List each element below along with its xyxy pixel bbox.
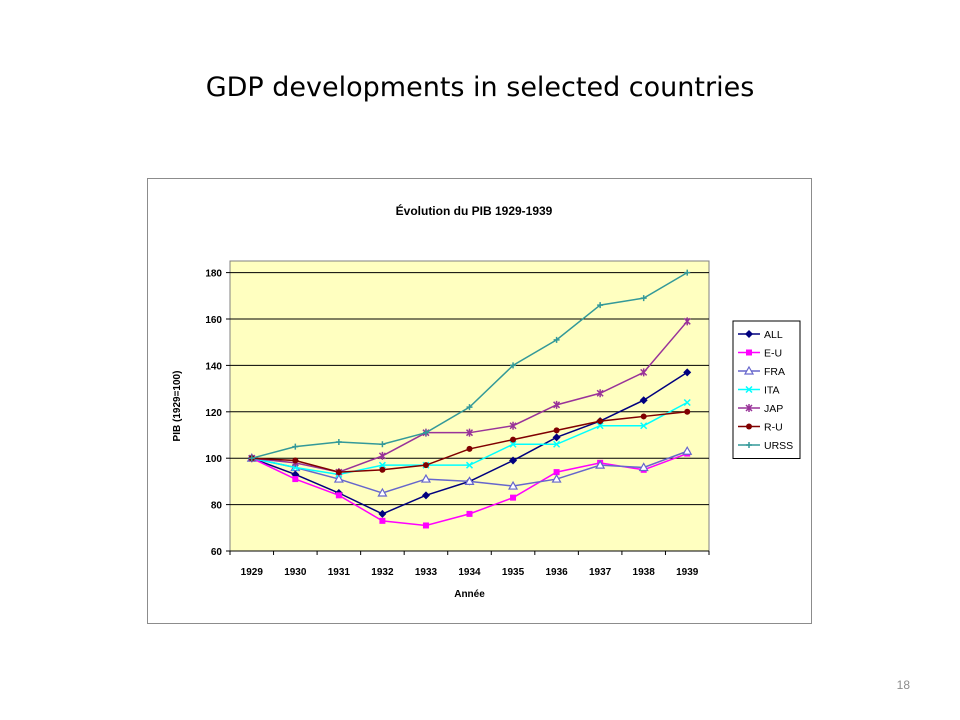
data-point-ita [745,385,753,394]
data-point-jap [465,428,474,437]
legend-label-all: ALL [764,329,783,341]
data-point-r-u [597,418,604,425]
data-point-jap [553,400,561,409]
x-tick-label: 1938 [633,567,656,578]
data-point-urss [746,442,752,448]
data-point-urss [422,429,429,436]
data-point-all [745,330,753,338]
data-point-urss [640,295,647,302]
data-point-e-u [379,517,386,524]
chart-frame: Évolution du PIB 1929-1939 60 80 100 120 140… [147,178,812,624]
data-point-jap [640,368,648,377]
data-point-fra [508,480,519,490]
data-point-jap [509,421,517,430]
data-point-fra [420,473,431,483]
data-point-r-u [379,466,386,473]
gdp-line-chart: Évolution du PIB 1929-1939 60 80 100 120 140… [172,203,801,600]
data-point-urss [335,438,342,445]
data-point-ita [640,422,648,430]
data-point-urss [510,362,517,369]
y-tick-label: 80 [211,501,223,512]
x-tick-label: 1933 [415,567,438,578]
data-point-urss [553,336,560,343]
data-point-all [421,491,430,500]
slide-number: 18 [896,678,910,692]
data-point-fra [464,476,475,485]
data-point-jap [378,451,386,460]
x-tick-label: 1931 [328,567,351,578]
data-point-fra [638,462,649,472]
legend-label-urss: URSS [764,440,793,452]
slide-title: GDP developments in selected countries [205,72,755,103]
x-tick-label: 1934 [458,567,481,578]
data-point-e-u [466,510,473,517]
y-tick-label: 60 [211,547,223,558]
legend-label-fra: FRA [764,366,785,378]
data-point-urss [292,443,299,450]
data-point-r-u [422,462,429,469]
data-point-e-u [553,469,560,476]
x-tick-label: 1937 [589,567,612,578]
data-point-all [683,368,692,377]
data-point-all [552,433,561,442]
x-tick-label: 1939 [676,567,699,578]
legend-label-ita: ITA [764,385,780,397]
data-point-urss [684,269,691,276]
data-point-r-u [510,436,517,443]
y-tick-label: 140 [205,361,222,372]
x-tick-label: 1930 [284,567,307,578]
legend-label-e-u: E-U [764,348,782,360]
data-point-fra [551,473,562,483]
data-point-e-u [292,476,299,483]
data-point-r-u [292,457,299,464]
data-point-fra [333,473,344,483]
data-point-fra [682,446,693,455]
legend-label-jap: JAP [764,403,783,415]
data-point-ita [378,461,386,469]
data-point-urss [248,455,255,462]
data-point-r-u [640,413,647,420]
data-point-r-u [553,427,560,434]
y-tick-label: 100 [205,454,222,465]
y-tick-label: 180 [205,269,222,280]
data-point-urss [379,441,386,448]
y-tick-label: 120 [205,408,222,419]
data-point-ita [465,461,474,469]
x-tick-label: 1929 [241,567,264,578]
data-point-jap [745,404,753,412]
data-point-e-u [422,522,429,529]
data-point-e-u [510,494,517,501]
y-axis-label: PIB (1929=100) [172,371,183,442]
legend-label-r-u: R-U [764,422,783,434]
data-point-ita [553,440,561,448]
y-tick-label: 160 [205,315,222,326]
x-tick-label: 1932 [371,567,394,578]
data-point-r-u [684,408,691,415]
data-point-r-u [466,445,473,452]
data-point-urss [466,404,473,411]
data-point-jap [596,389,604,398]
chart-legend: ALL E-U FRA ITA JAP R-U URSS [732,320,801,459]
x-tick-label: 1935 [502,567,525,578]
data-point-ita [596,422,604,430]
data-point-all [509,456,518,465]
data-point-r-u [746,423,752,430]
data-point-r-u [335,469,342,476]
data-point-all [639,396,648,405]
data-point-all [378,509,387,518]
x-tick-label: 1936 [545,567,568,578]
data-point-fra [743,365,755,375]
x-axis-label: Année [454,589,485,600]
data-point-ita [683,398,691,407]
data-point-fra [377,487,388,497]
data-point-urss [597,302,604,309]
data-point-fra [595,459,606,469]
data-point-ita [509,440,517,448]
chart-title: Évolution du PIB 1929-1939 [396,203,553,218]
data-point-e-u [746,349,752,356]
data-point-e-u [335,492,342,499]
data-point-jap [683,317,691,326]
